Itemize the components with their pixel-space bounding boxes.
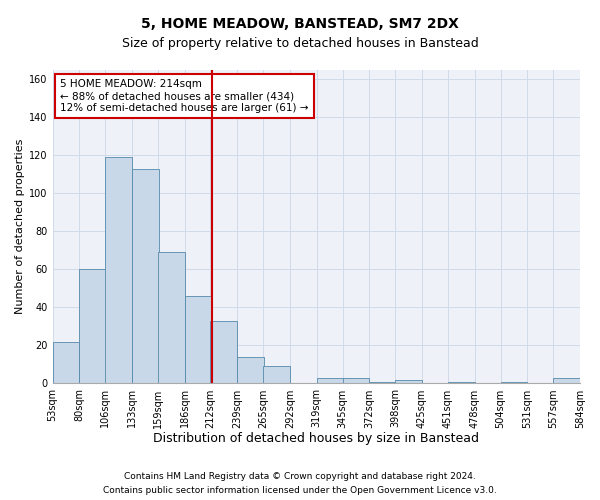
Bar (263, 366, 290, 384)
Bar (211, 321, 237, 384)
Bar (317, 378, 344, 384)
Bar (132, 169, 159, 384)
Bar (500, 382, 527, 384)
Bar (53, 342, 79, 384)
Bar (79, 270, 106, 384)
Bar (370, 382, 396, 384)
Text: Contains public sector information licensed under the Open Government Licence v3: Contains public sector information licen… (103, 486, 497, 495)
Bar (158, 252, 185, 384)
Text: 5, HOME MEADOW, BANSTEAD, SM7 2DX: 5, HOME MEADOW, BANSTEAD, SM7 2DX (141, 18, 459, 32)
Y-axis label: Number of detached properties: Number of detached properties (15, 139, 25, 314)
Bar (553, 378, 580, 384)
X-axis label: Distribution of detached houses by size in Banstead: Distribution of detached houses by size … (153, 432, 479, 445)
Bar (237, 357, 264, 384)
Bar (343, 378, 370, 384)
Text: Size of property relative to detached houses in Banstead: Size of property relative to detached ho… (122, 38, 478, 51)
Bar (448, 382, 475, 384)
Bar (185, 296, 211, 384)
Text: 5 HOME MEADOW: 214sqm
← 88% of detached houses are smaller (434)
12% of semi-det: 5 HOME MEADOW: 214sqm ← 88% of detached … (61, 80, 309, 112)
Bar (395, 380, 422, 384)
Bar (105, 158, 132, 384)
Text: Contains HM Land Registry data © Crown copyright and database right 2024.: Contains HM Land Registry data © Crown c… (124, 472, 476, 481)
